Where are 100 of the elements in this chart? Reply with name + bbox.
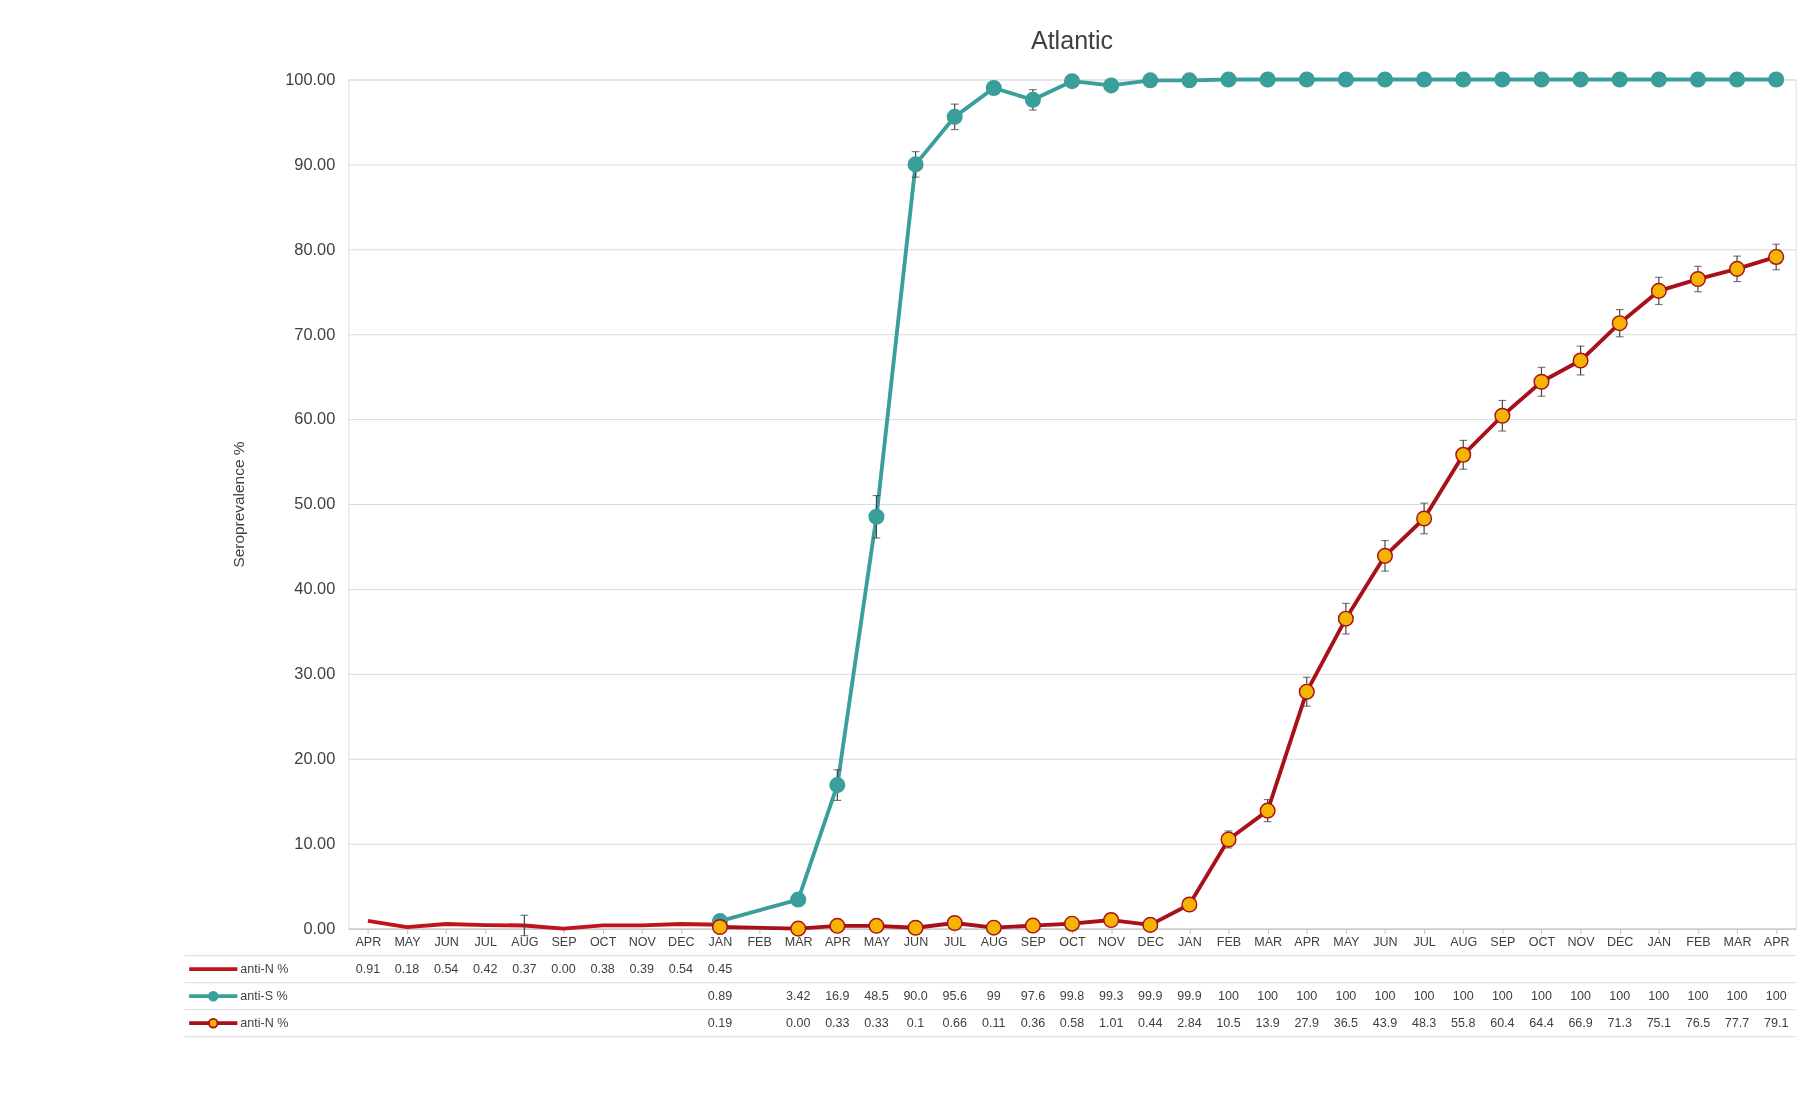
x-tick-label: MAR [1723, 934, 1752, 949]
data-label: 0.37 [512, 962, 537, 977]
data-label: 60.4 [1490, 1016, 1515, 1031]
x-tick-label: FEB [1216, 934, 1242, 949]
x-tick-label: OCT [1059, 934, 1087, 949]
data-label: 100 [1257, 989, 1279, 1004]
data-label: 99.3 [1098, 989, 1124, 1004]
data-label: 36.5 [1333, 1016, 1359, 1031]
data-label: 0.00 [551, 962, 576, 977]
data-label: 100 [1687, 989, 1709, 1004]
data-label: 0.45 [707, 962, 733, 977]
data-label: 77.7 [1724, 1016, 1750, 1031]
x-tick-label: AUG [980, 934, 1008, 949]
x-tick-label: JUN [434, 934, 459, 949]
data-label: 100 [1726, 989, 1748, 1004]
y-tick-label: 90.00 [294, 154, 336, 173]
data-label: 64.4 [1529, 1016, 1554, 1031]
data-label: 27.9 [1294, 1016, 1319, 1031]
x-tick-label: JUN [903, 934, 929, 949]
data-label: 0.42 [473, 962, 498, 977]
data-label: 0.11 [982, 1016, 1006, 1031]
x-tick-label: APR [1294, 934, 1321, 949]
data-label: 100 [1296, 989, 1318, 1004]
x-tick-label: MAR [784, 934, 813, 949]
data-label: 0.33 [825, 1016, 850, 1031]
x-tick-label: FEB [1686, 934, 1711, 949]
data-label: 95.6 [942, 989, 967, 1004]
data-label: 100 [1765, 989, 1787, 1004]
x-tick-label: AUG [1450, 934, 1478, 949]
x-tick-label: OCT [589, 934, 617, 949]
x-tick-label: SEP [1490, 934, 1516, 949]
data-label: 75.1 [1646, 1016, 1672, 1031]
x-tick-label: DEC [1137, 934, 1164, 949]
data-label: 76.5 [1685, 1016, 1711, 1031]
data-label: 10.5 [1216, 1016, 1241, 1031]
x-tick-label: OCT [1528, 934, 1556, 949]
data-label: 0.39 [629, 962, 654, 977]
y-tick-label: 20.00 [294, 749, 336, 768]
data-label: 0.89 [707, 989, 733, 1004]
chart-title: Atlantic [1030, 26, 1114, 55]
data-label: 0.58 [1059, 1016, 1085, 1031]
y-tick-label: 70.00 [294, 324, 336, 343]
data-label: 48.3 [1411, 1016, 1437, 1031]
x-tick-label: JAN [708, 934, 733, 949]
data-label: 100 [1335, 989, 1357, 1004]
data-label: 99.9 [1138, 989, 1163, 1004]
data-label: 66.9 [1568, 1016, 1593, 1031]
y-tick-label: 50.00 [294, 494, 336, 513]
x-tick-label: DEC [1606, 934, 1634, 949]
x-tick-label: AUG [511, 934, 539, 949]
x-tick-label: MAR [1254, 934, 1283, 949]
y-tick-label: 30.00 [294, 664, 336, 683]
data-label: 43.9 [1372, 1016, 1398, 1031]
data-label: 100 [1491, 989, 1513, 1004]
y-axis-title: Seroprevalence % [229, 441, 247, 568]
data-label: 79.1 [1763, 1016, 1789, 1031]
x-tick-label: JAN [1178, 934, 1202, 949]
data-label: 99 [986, 989, 1001, 1004]
data-label: 100 [1570, 989, 1592, 1004]
data-label: 3.42 [786, 989, 811, 1004]
data-label: 0.54 [668, 962, 694, 977]
data-label: 100 [1374, 989, 1396, 1004]
x-tick-label: JUL [474, 934, 497, 949]
data-label: 97.6 [1020, 989, 1046, 1004]
data-label: 100 [1452, 989, 1474, 1004]
data-label: 0.1 [906, 1016, 925, 1031]
y-tick-label: 60.00 [294, 409, 336, 428]
x-tick-label: SEP [1020, 934, 1046, 949]
x-tick-label: SEP [551, 934, 577, 949]
data-label: 100 [1648, 989, 1670, 1004]
x-tick-label: JAN [1647, 934, 1672, 949]
x-tick-label: APR [1763, 934, 1790, 949]
data-label: 0.44 [1138, 1016, 1163, 1031]
legend-label: anti-N % [240, 962, 289, 977]
x-tick-label: NOV [1098, 934, 1126, 949]
data-label: 0.33 [864, 1016, 889, 1031]
data-label: 16.9 [825, 989, 850, 1004]
x-tick-label: DEC [668, 934, 695, 949]
legend-label: anti-N % [240, 1016, 289, 1031]
data-label: 71.3 [1607, 1016, 1632, 1031]
y-tick-label: 40.00 [294, 579, 336, 598]
data-label: 0.91 [355, 962, 381, 977]
data-label: 55.8 [1451, 1016, 1476, 1031]
x-tick-label: MAY [1333, 934, 1361, 949]
data-label: 100 [1218, 989, 1239, 1004]
data-label: 0.38 [590, 962, 615, 977]
x-tick-label: JUL [944, 934, 967, 949]
data-label: 0.54 [433, 962, 459, 977]
y-tick-label: 100.00 [285, 69, 336, 88]
x-tick-label: APR [355, 934, 382, 949]
data-label: 0.66 [942, 1016, 967, 1031]
data-label: 0.19 [707, 1016, 733, 1031]
y-tick-label: 10.00 [294, 834, 336, 853]
data-label: 2.84 [1177, 1016, 1202, 1031]
data-label: 100 [1413, 989, 1435, 1004]
data-label: 99.8 [1059, 989, 1085, 1004]
data-label: 90.0 [903, 989, 928, 1004]
data-label: 100 [1531, 989, 1552, 1004]
legend-label: anti-S % [240, 989, 288, 1004]
data-label: 0.36 [1020, 1016, 1046, 1031]
